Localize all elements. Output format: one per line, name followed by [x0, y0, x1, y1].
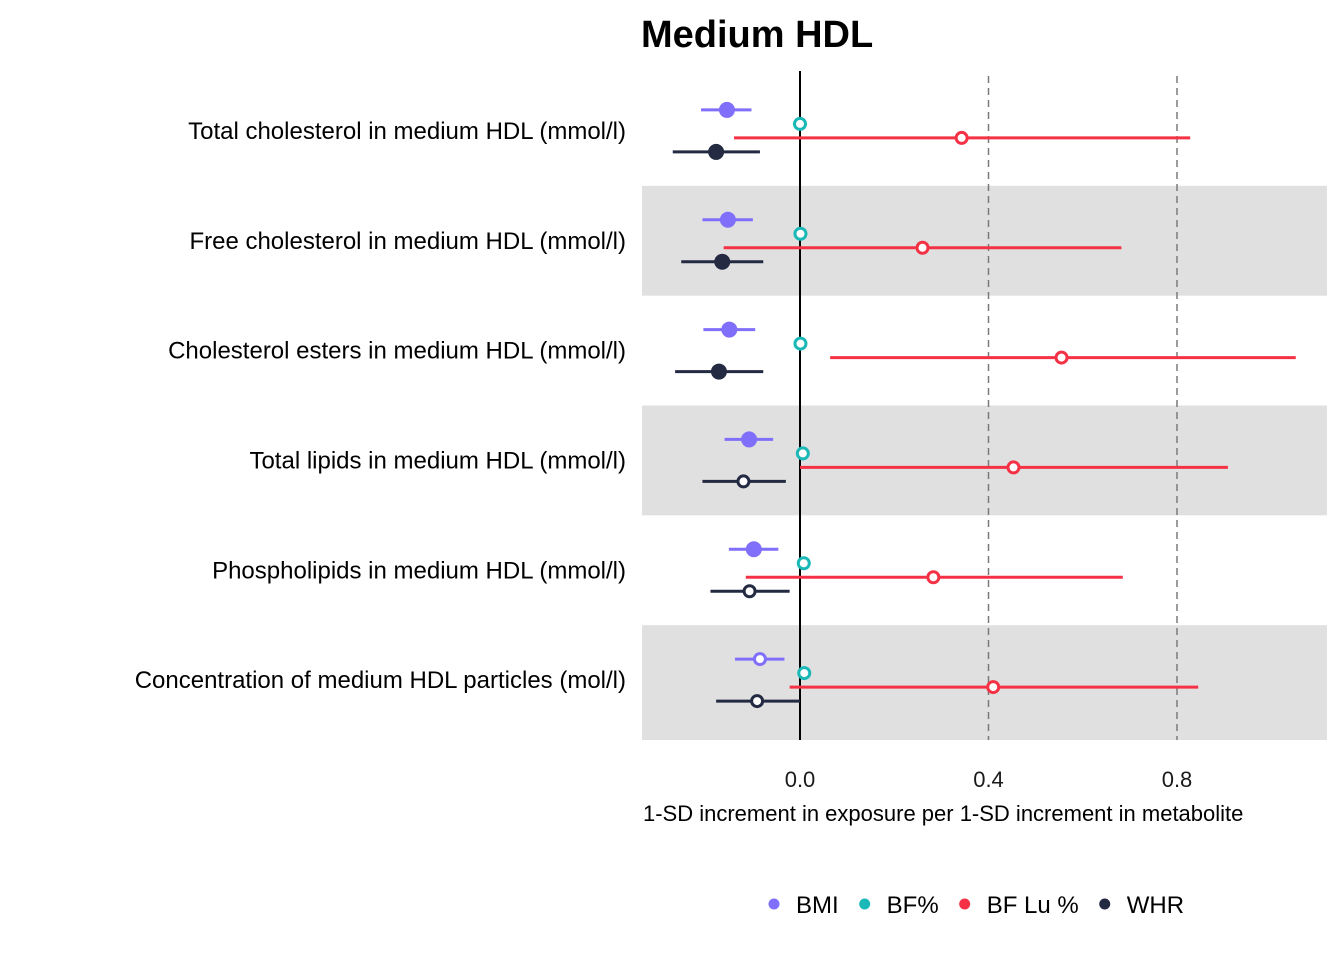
x-tick-label: 0.0 — [785, 767, 816, 792]
x-axis-label: 1-SD increment in exposure per 1-SD incr… — [643, 801, 1243, 826]
point-estimate — [718, 101, 735, 118]
row-label: Cholesterol esters in medium HDL (mmol/l… — [168, 338, 626, 365]
row-band — [642, 405, 1327, 516]
row-label: Total lipids in medium HDL (mmol/l) — [249, 447, 626, 474]
point-estimate — [736, 474, 751, 489]
row-labels: Total cholesterol in medium HDL (mmol/l)… — [135, 118, 626, 694]
chart-title: Medium HDL — [641, 14, 873, 56]
row-label: Total cholesterol in medium HDL (mmol/l) — [188, 118, 626, 145]
x-tick-label: 0.4 — [973, 767, 1004, 792]
legend-key — [768, 898, 780, 910]
series-marks — [672, 101, 1296, 709]
legend-label: WHR — [1127, 892, 1184, 919]
point-estimate — [721, 321, 738, 338]
point-estimate — [752, 652, 767, 667]
point-estimate — [719, 211, 736, 228]
legend: BMI BF% BF Lu % WHR — [768, 892, 1184, 919]
x-axis-ticks: 0.0 0.4 0.8 — [785, 767, 1193, 792]
legend-label: BF% — [887, 892, 939, 919]
point-estimate — [986, 680, 1001, 695]
point-estimate — [708, 143, 725, 160]
point-estimate — [742, 584, 757, 599]
point-estimate — [926, 570, 941, 585]
row-band — [642, 625, 1327, 740]
x-tick-label: 0.8 — [1162, 767, 1193, 792]
point-estimate — [750, 694, 765, 709]
point-estimate — [745, 541, 762, 558]
point-estimate — [954, 130, 969, 145]
point-estimate — [1006, 460, 1021, 475]
point-estimate — [741, 431, 758, 448]
row-label: Phospholipids in medium HDL (mmol/l) — [212, 557, 626, 584]
point-estimate — [1054, 350, 1069, 365]
legend-key — [859, 898, 871, 910]
point-estimate — [793, 336, 808, 351]
point-estimate — [793, 226, 808, 241]
row-bands — [642, 185, 1327, 740]
point-estimate — [714, 253, 731, 270]
point-estimate — [795, 446, 810, 461]
legend-label: BMI — [796, 892, 839, 919]
row-label: Free cholesterol in medium HDL (mmol/l) — [189, 228, 626, 255]
row-label: Concentration of medium HDL particles (m… — [135, 667, 626, 694]
legend-label: BF Lu % — [987, 892, 1079, 919]
point-estimate — [797, 666, 812, 681]
point-estimate — [793, 116, 807, 131]
row-band — [642, 185, 1327, 296]
legend-key — [1099, 898, 1111, 910]
point-estimate — [796, 556, 811, 571]
point-estimate — [915, 240, 930, 255]
point-estimate — [710, 363, 727, 380]
legend-key — [959, 898, 971, 910]
grid-lines — [799, 71, 1178, 740]
